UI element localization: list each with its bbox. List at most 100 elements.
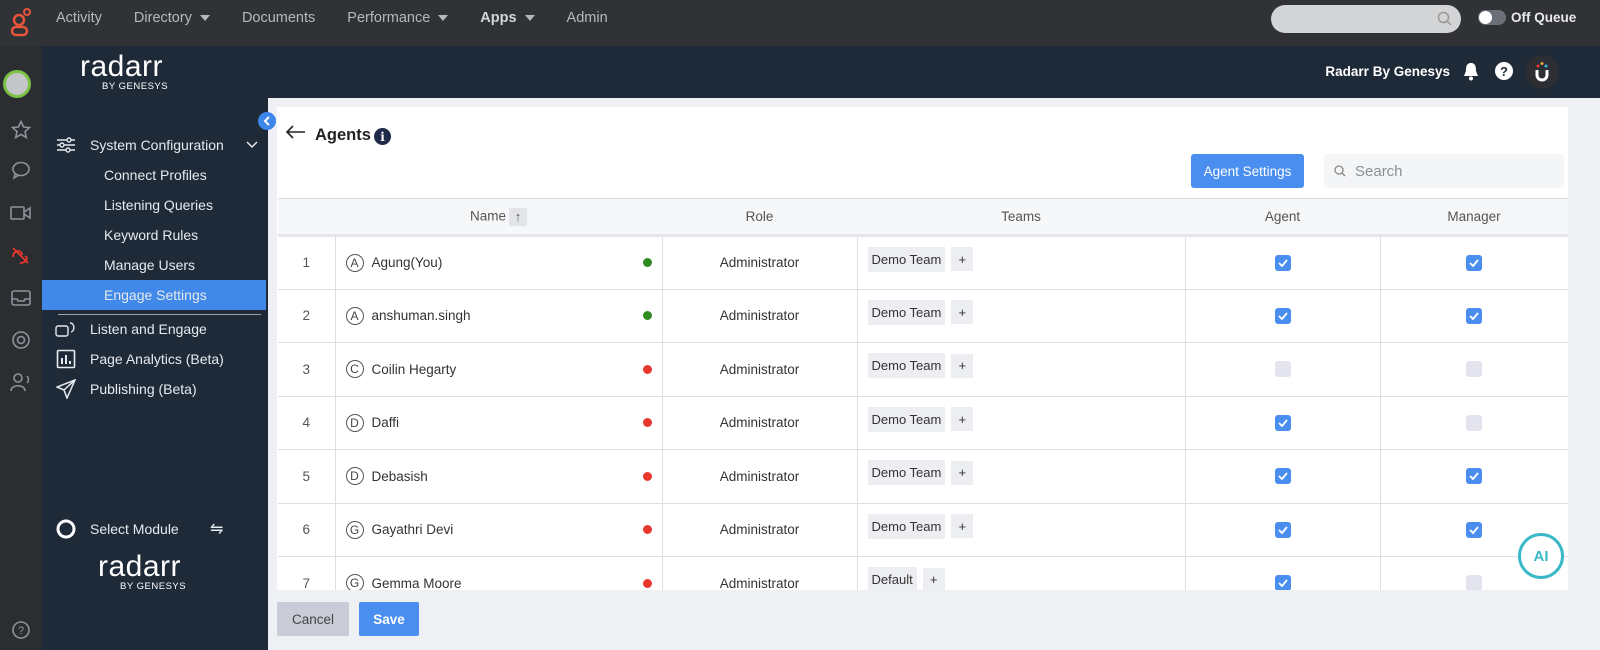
caret-down-icon [524, 15, 535, 22]
manager-checkbox[interactable] [1466, 254, 1483, 271]
help-icon[interactable]: ? [1495, 62, 1513, 80]
sidebar-subitem-listening-queries[interactable]: Listening Queries [104, 197, 213, 213]
global-search-input[interactable] [1271, 5, 1461, 33]
add-team-button[interactable]: + [951, 460, 974, 485]
star-icon[interactable] [7, 116, 35, 144]
lifebuoy-icon[interactable] [7, 326, 35, 354]
manager-checkbox[interactable] [1466, 575, 1483, 592]
queue-status-label: Off Queue [1511, 10, 1577, 25]
row-index: 3 [278, 342, 335, 397]
agent-name: Daffi [371, 415, 400, 431]
divider [58, 314, 261, 315]
user-voice-icon[interactable] [7, 368, 35, 396]
radarr-app-icon[interactable] [7, 242, 35, 270]
bar-chart-icon [42, 349, 90, 369]
radarr-logo: radarr BY GENESYS [80, 50, 169, 92]
sidebar-item-label: Publishing (Beta) [90, 381, 197, 397]
col-role: Role [662, 198, 857, 237]
queue-toggle[interactable] [1478, 10, 1506, 25]
presence-status-dot [642, 418, 652, 428]
agent-checkbox[interactable] [1274, 468, 1291, 485]
initial-avatar: D [345, 413, 364, 432]
agent-name: Gayathri Devi [371, 522, 454, 538]
sort-ascending-icon[interactable]: ↑ [509, 207, 527, 226]
table-row: 1 A Agung(You) Administrator Demo Team + [278, 235, 1568, 290]
agent-checkbox[interactable] [1274, 254, 1291, 271]
ai-assistant-button[interactable]: AI [1518, 533, 1564, 579]
manager-checkbox[interactable] [1466, 468, 1483, 485]
col-agent: Agent [1185, 198, 1380, 237]
radarr-sidebar: radarr BY GENESYS System Configuration Co… [42, 46, 268, 650]
team-chip: Demo Team [867, 299, 946, 325]
nav-item-performance[interactable]: Performance [347, 10, 449, 26]
cancel-button[interactable]: Cancel [277, 602, 349, 636]
sidebar-subitem-connect-profiles[interactable]: Connect Profiles [104, 167, 207, 183]
sidebar-subitem-manage-users[interactable]: Manage Users [104, 257, 196, 273]
agent-role: Administrator [661, 289, 857, 343]
add-team-button[interactable]: + [951, 300, 974, 325]
main-content: Agents i Agent Settings Search Name ↑ Rol… [268, 98, 1600, 650]
save-button[interactable]: Save [359, 602, 419, 636]
genesys-logo-icon[interactable] [8, 8, 34, 38]
add-team-button[interactable]: + [951, 407, 974, 432]
presence-status-dot [642, 311, 652, 321]
team-chip: Demo Team [867, 513, 946, 539]
add-team-button[interactable]: + [951, 353, 974, 378]
bell-icon[interactable] [1463, 62, 1479, 81]
caret-down-icon [438, 15, 449, 22]
back-arrow-icon[interactable] [285, 125, 307, 139]
video-icon[interactable] [7, 199, 35, 227]
chat-icon[interactable] [7, 156, 35, 184]
sidebar-item-label: Listen and Engage [90, 321, 207, 337]
collapse-sidebar-button[interactable] [258, 112, 276, 130]
add-team-button[interactable]: + [951, 514, 974, 539]
team-chip: Demo Team [867, 353, 946, 379]
account-avatar[interactable] [1525, 55, 1559, 89]
presence-status-dot [642, 525, 652, 535]
agent-settings-button[interactable]: Agent Settings [1191, 154, 1304, 188]
info-icon[interactable]: i [374, 128, 391, 145]
chevron-down-icon[interactable] [246, 141, 258, 149]
row-index: 1 [278, 235, 335, 290]
manager-checkbox[interactable] [1466, 307, 1483, 324]
nav-item-activity[interactable]: Activity [56, 10, 102, 26]
sidebar-item-publishing[interactable]: Publishing (Beta) [42, 374, 268, 404]
brand-name: Radarr By Genesys [1325, 64, 1450, 79]
nav-item-documents[interactable]: Documents [241, 10, 316, 26]
top-nav: Activity Directory Documents Performance App… [56, 0, 608, 36]
row-index: 6 [278, 503, 335, 557]
help-icon[interactable]: ? [7, 616, 35, 644]
agent-checkbox[interactable] [1274, 307, 1291, 324]
agent-checkbox[interactable] [1274, 414, 1291, 431]
agent-checkbox[interactable] [1274, 361, 1291, 378]
agent-checkbox[interactable] [1274, 575, 1291, 592]
col-name[interactable]: Name ↑ [335, 198, 662, 237]
manager-checkbox[interactable] [1466, 521, 1483, 538]
sidebar-subitem-engage-settings[interactable]: Engage Settings [42, 280, 266, 310]
agent-role: Administrator [661, 503, 857, 557]
table-row: 3 C Coilin Hegarty Administrator Demo Tea… [278, 342, 1568, 397]
row-index: 5 [278, 449, 335, 504]
user-avatar[interactable] [3, 70, 31, 98]
send-icon [42, 379, 90, 399]
add-team-button[interactable]: + [922, 567, 945, 592]
sidebar-item-system-configuration[interactable]: System Configuration [42, 130, 268, 160]
sidebar-item-listen-and-engage[interactable]: Listen and Engage [42, 314, 268, 344]
nav-item-directory[interactable]: Directory [134, 10, 210, 26]
team-chip: Demo Team [867, 406, 946, 432]
nav-item-apps[interactable]: Apps [480, 10, 535, 26]
swap-icon: ⇋ [210, 521, 224, 538]
presence-status-dot [642, 471, 652, 481]
search-input[interactable]: Search [1324, 154, 1564, 188]
svg-text:?: ? [1500, 64, 1508, 79]
add-team-button[interactable]: + [951, 247, 974, 272]
agent-checkbox[interactable] [1274, 521, 1291, 538]
sidebar-item-page-analytics[interactable]: Page Analytics (Beta) [42, 344, 268, 374]
nav-item-admin[interactable]: Admin [566, 10, 608, 26]
sidebar-subitem-keyword-rules[interactable]: Keyword Rules [104, 227, 199, 243]
select-module-button[interactable]: Select Module ⇋ [42, 514, 268, 544]
inbox-icon[interactable] [7, 284, 35, 312]
manager-checkbox[interactable] [1466, 414, 1483, 431]
manager-checkbox[interactable] [1466, 361, 1483, 378]
